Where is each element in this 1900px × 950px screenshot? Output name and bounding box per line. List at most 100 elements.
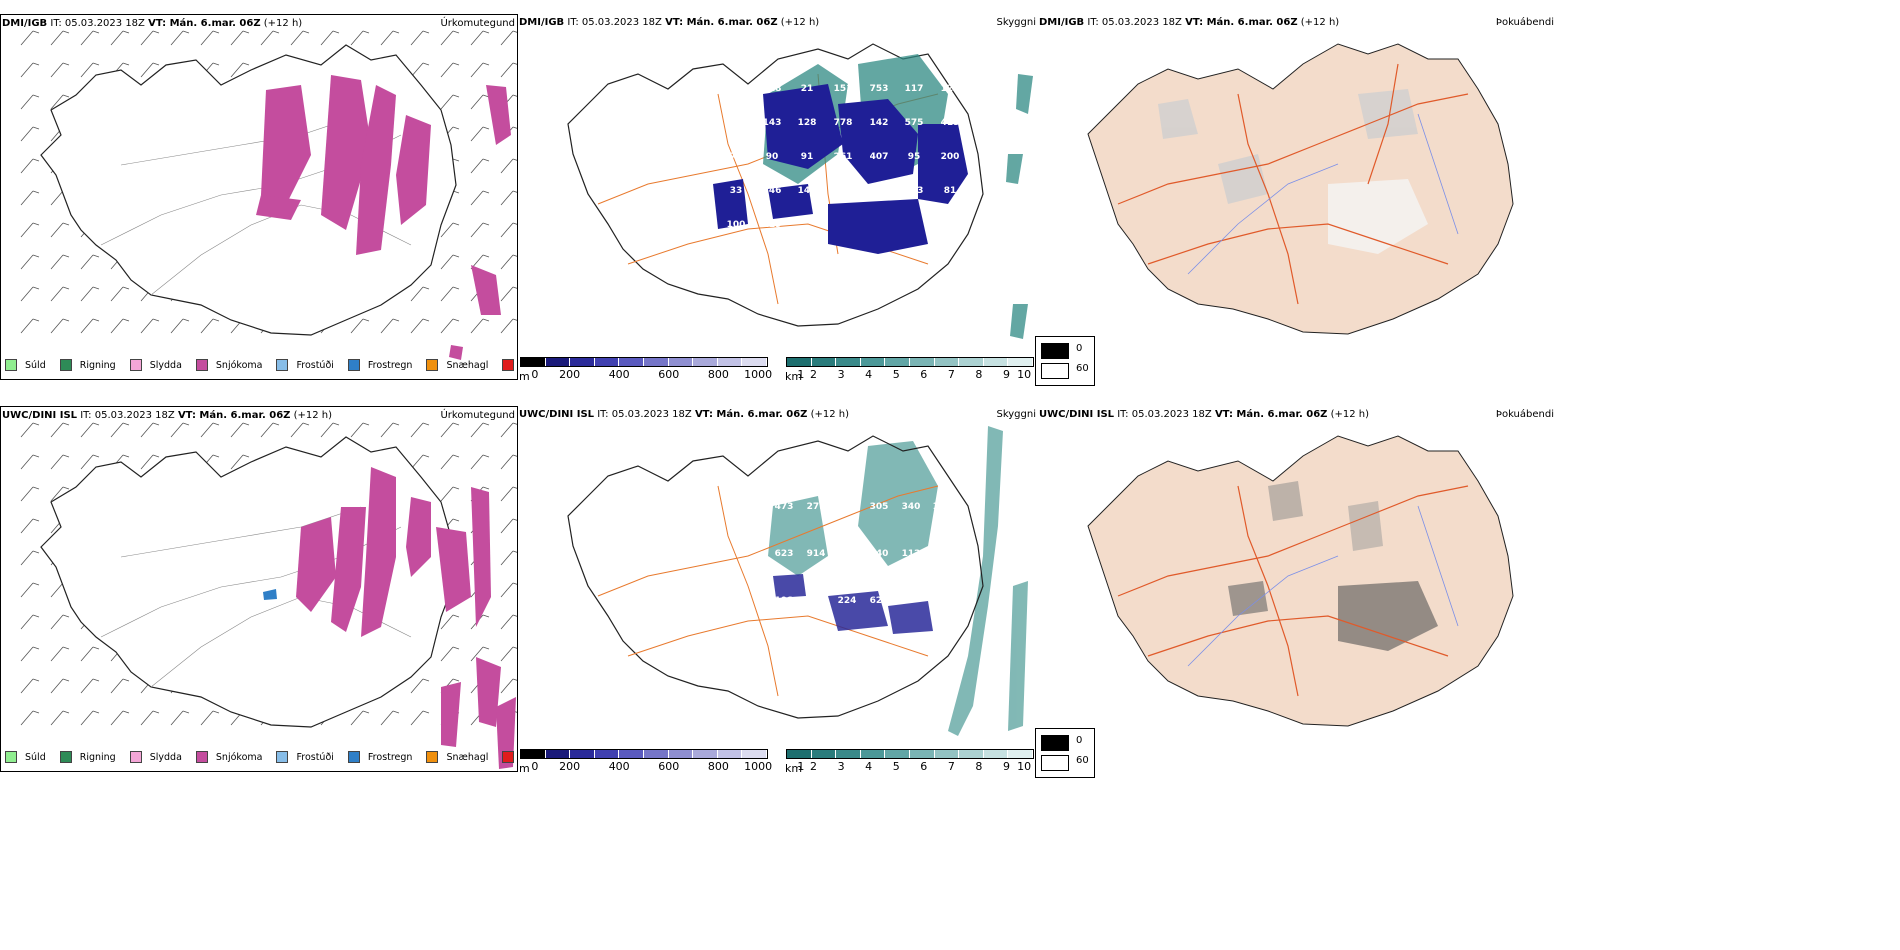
wind-barb: [440, 318, 460, 334]
snow-ceiling-label: 627: [870, 596, 889, 606]
snow-ceiling-label: 113: [905, 186, 924, 196]
visibility-bin: [787, 750, 812, 758]
fog-areas: [1228, 481, 1438, 651]
wind-barb: [50, 254, 70, 270]
wind-barb: [500, 30, 517, 46]
height-tick: 400: [608, 368, 630, 380]
legend-swatch: [502, 359, 515, 371]
wind-barb: [20, 318, 40, 334]
wind-barb: [500, 518, 517, 534]
snow-labels: 765 218 21 151 753 117 128 120 143 128 778 142 575 41…: [727, 84, 960, 230]
visibility-tick: 6: [920, 760, 928, 772]
visibility-bin: [860, 750, 886, 758]
iceland-land: [1087, 43, 1514, 335]
model-name: UWC/DINI ISL: [2, 410, 78, 421]
legend-label: Rigning: [79, 359, 116, 371]
wind-barb: [290, 30, 310, 46]
vis-key-row2: 0 60: [1035, 728, 1095, 778]
snow-ceiling-label: 305: [870, 502, 889, 512]
visibility-bin: [787, 358, 812, 366]
height-bin: [545, 750, 571, 758]
wind-barb: [440, 422, 460, 438]
valid-time: VT: Mán. 6.mar. 06Z: [148, 18, 261, 29]
visibility-tick: 9: [1002, 368, 1010, 380]
snow-ceiling-label: 407: [870, 152, 889, 162]
snow-ceiling-label: 168: [933, 502, 952, 512]
wind-barb: [20, 678, 40, 694]
wind-barb: [470, 190, 490, 206]
snow-labels: 473 271 739 305 340 168 623 914 513 940 112 264 198 9…: [775, 502, 952, 606]
height-bin: [570, 750, 595, 758]
snow-areas: [256, 75, 511, 360]
snow-ceiling-label: 575: [905, 118, 924, 128]
wind-barb: [50, 94, 70, 110]
wind-barb: [230, 30, 250, 46]
wind-barb: [500, 678, 517, 694]
wind-barb: [80, 422, 100, 438]
snow-ceiling-label: 21: [801, 84, 814, 94]
legend-item: Haglél: [502, 751, 517, 763]
height-bin: [594, 750, 620, 758]
init-time: IT: 05.03.2023 18Z: [50, 18, 145, 29]
panel-header: UWC/DINI ISL IT: 05.03.2023 18Z VT: Mán.…: [1039, 409, 1369, 420]
legend-swatch: [5, 359, 17, 371]
legend-label: Snjókoma: [215, 359, 263, 371]
key-label-60: 60: [1076, 363, 1089, 374]
roads: [1117, 485, 1469, 697]
wind-barb: [440, 646, 460, 662]
snow-ceiling-label: 198: [775, 596, 794, 606]
wind-barb: [440, 222, 460, 238]
snow-ceiling-label: 739: [838, 502, 857, 512]
snow-ceiling-label: 91: [801, 152, 814, 162]
wind-barb: [470, 422, 490, 438]
wind-barb: [80, 646, 100, 662]
legend-swatch: [276, 751, 289, 763]
legend-item: Slydda: [129, 359, 182, 371]
snow-ceiling-label: 340: [902, 502, 921, 512]
visibility-bin: [934, 750, 960, 758]
height-bin: [717, 358, 743, 366]
legend-label: Súld: [25, 359, 46, 371]
visibility-bin: [959, 750, 984, 758]
panel-title: Þokuábendi: [1495, 409, 1554, 420]
height-tick: 200: [559, 368, 581, 380]
lead-time: (+12 h): [293, 410, 333, 421]
snow-ceiling-label: 151: [834, 84, 853, 94]
wind-barb: [350, 30, 370, 46]
legend-label: Rigning: [79, 751, 116, 763]
valid-time: VT: Mán. 6.mar. 06Z: [1185, 17, 1298, 28]
wind-barb: [50, 222, 70, 238]
wind-barb: [260, 422, 280, 438]
freezing-rain-areas: [263, 589, 277, 600]
panel-title: Skyggni: [996, 409, 1036, 420]
wind-barb: [140, 422, 160, 438]
snow-ceiling-label: 200: [941, 152, 960, 162]
wind-barb: [140, 62, 160, 78]
legend-item: Súld: [5, 359, 46, 371]
height-bin: [742, 750, 767, 758]
wind-barb: [470, 318, 490, 334]
panel-header: UWC/DINI ISL IT: 05.03.2023 18Z VT: Mán.…: [519, 409, 849, 420]
wind-barb: [440, 30, 460, 46]
visibility-tick: 10: [1017, 760, 1032, 772]
wind-barb: [470, 646, 490, 662]
legend-label: Frostúði: [296, 751, 334, 763]
legend-swatch: [502, 751, 515, 763]
wind-barb: [20, 518, 40, 534]
legend-label: Frostúði: [296, 359, 334, 371]
wind-barb: [80, 30, 100, 46]
wind-barb: [410, 422, 430, 438]
fog-panel-row2: UWC/DINI ISL IT: 05.03.2023 18Z VT: Mán.…: [1038, 406, 1556, 772]
legend-item: Rigning: [59, 359, 116, 371]
visibility-tick: 2: [810, 368, 818, 380]
height-bin: [643, 750, 669, 758]
wind-barb: [440, 454, 460, 470]
wind-barb: [20, 94, 40, 110]
visibility-bin: [1008, 358, 1033, 366]
precip-type-map: [20, 30, 517, 360]
panel-title: Skyggni: [996, 17, 1036, 28]
vis-key-row1: 0 60: [1035, 336, 1095, 386]
wind-barb: [50, 62, 70, 78]
iceland-outline: [567, 435, 984, 719]
legend-swatch: [59, 359, 72, 371]
